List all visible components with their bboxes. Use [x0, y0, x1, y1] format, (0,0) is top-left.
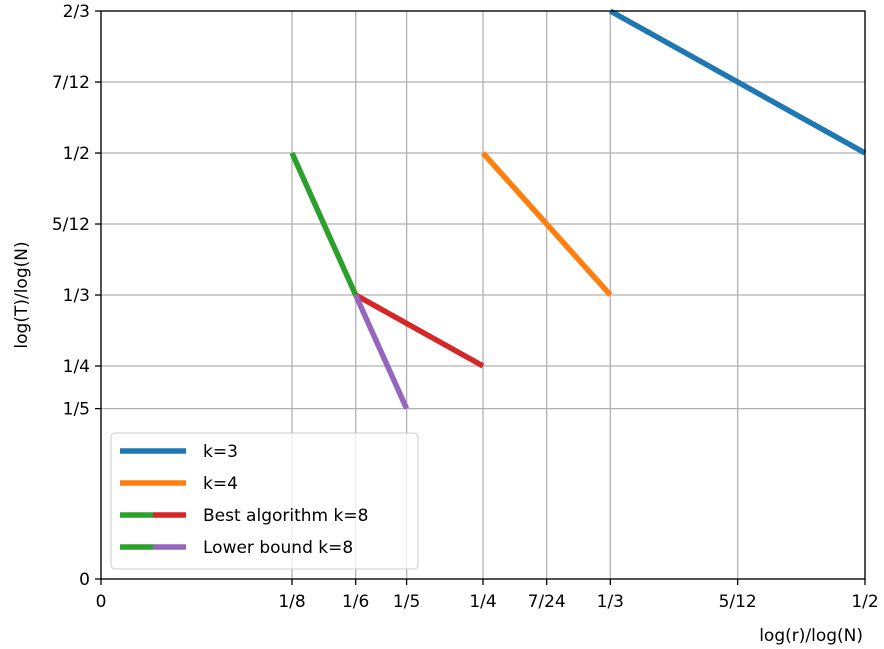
y-tick-label: 0 — [79, 570, 90, 590]
x-tick-label: 5/12 — [719, 592, 757, 612]
x-tick-label: 1/4 — [469, 592, 496, 612]
x-axis-ticks: 0 1/8 1/6 1/5 1/4 7/24 1/3 5/12 1/2 — [96, 579, 879, 612]
legend-label: Lower bound k=8 — [203, 538, 353, 558]
series-lines — [289, 8, 867, 410]
x-tick-label: 1/2 — [851, 592, 878, 612]
x-axis-label: log(r)/log(N) — [759, 626, 863, 646]
legend-label: Best algorithm k=8 — [203, 506, 368, 526]
y-tick-label: 1/4 — [63, 357, 90, 377]
y-axis-label: log(T)/log(N) — [12, 241, 32, 348]
x-tick-label: 1/8 — [278, 592, 305, 612]
y-tick-label: 1/3 — [63, 286, 90, 306]
legend-label: k=4 — [203, 474, 238, 494]
legend: k=3 k=4 Best algorithm k=8 Lower bound k=8 — [110, 432, 419, 570]
y-tick-label: 1/5 — [63, 400, 90, 420]
y-tick-label: 7/12 — [52, 73, 90, 93]
y-tick-label: 5/12 — [52, 215, 90, 235]
series-line-k-3 — [608, 8, 867, 156]
x-tick-label: 1/6 — [342, 592, 369, 612]
y-tick-label: 1/2 — [63, 144, 90, 164]
x-tick-label: 1/5 — [393, 592, 420, 612]
legend-box — [110, 432, 419, 570]
y-axis-ticks: 0 1/5 1/4 1/3 5/12 1/2 7/12 2/3 — [52, 2, 101, 590]
y-tick-label: 2/3 — [63, 2, 90, 22]
series-line-9467bd — [353, 293, 410, 410]
series-line-k-4 — [480, 151, 613, 297]
series-line-d62728 — [354, 292, 485, 369]
x-tick-label: 0 — [96, 592, 107, 612]
series-line-2ca02c — [289, 151, 359, 297]
x-tick-label: 7/24 — [528, 592, 566, 612]
x-tick-label: 1/3 — [597, 592, 624, 612]
legend-label: k=3 — [203, 442, 238, 462]
